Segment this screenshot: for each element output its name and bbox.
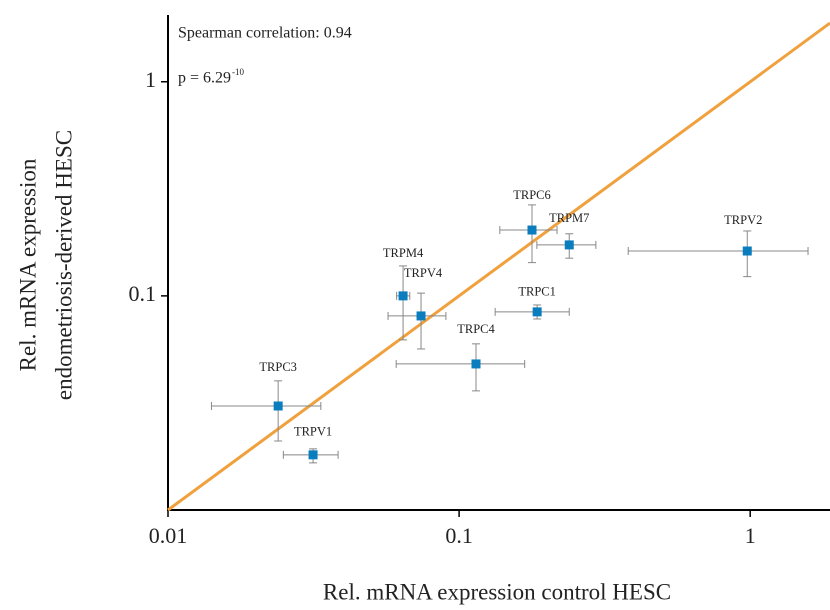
y-axis-title: Rel. mRNA expression (15, 158, 40, 371)
point-label: TRPM4 (383, 246, 424, 260)
x-axis-title: Rel. mRNA expression control HESC (323, 579, 671, 604)
point (416, 311, 426, 321)
identity-line (167, 21, 830, 512)
x-tick-label: 0.01 (149, 523, 188, 548)
point (308, 450, 318, 460)
point-label: TRPM7 (549, 211, 589, 225)
x-tick-label: 0.1 (445, 523, 473, 548)
point-label: TRPV4 (404, 266, 443, 280)
point-label: TRPC1 (518, 285, 556, 299)
point (398, 291, 408, 301)
point-label: TRPC4 (457, 322, 495, 336)
y-tick-label: 0.1 (129, 281, 157, 306)
y-axis-title: endometriosis-derived HESC (51, 130, 76, 400)
x-tick-label: 1 (745, 523, 756, 548)
annotation: Spearman correlation: 0.94 (178, 25, 352, 42)
point-label: TRPC3 (259, 360, 297, 374)
annotation: p = 6.29 (178, 70, 231, 87)
point (471, 359, 481, 369)
point-label: TRPC6 (513, 188, 551, 202)
point (532, 307, 542, 317)
y-tick-label: 1 (145, 67, 156, 92)
point (273, 401, 283, 411)
point (527, 225, 537, 235)
annotation-superscript: -10 (232, 67, 244, 77)
point-label: TRPV1 (294, 425, 332, 439)
point (564, 240, 574, 250)
point (742, 246, 752, 256)
point-label: TRPV2 (724, 213, 762, 227)
